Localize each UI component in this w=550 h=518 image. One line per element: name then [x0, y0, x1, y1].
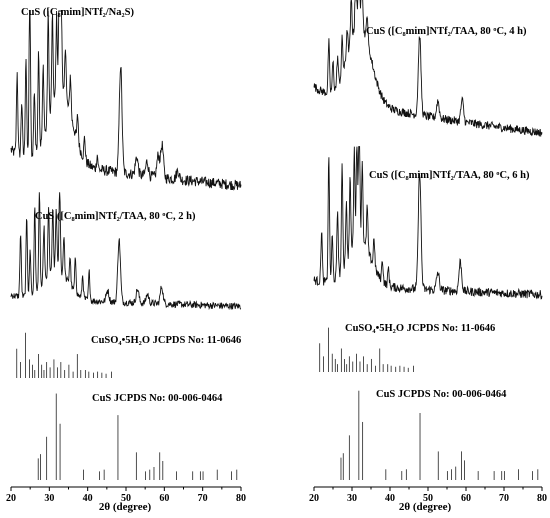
- left-traces: [10, 10, 242, 480]
- right-labels: CuS ([C₈mim]NTf₂/TAA, 80 ᵒC, 4 h) CuS ([…: [345, 26, 530, 400]
- x-tick-label: 50: [121, 493, 131, 504]
- x-tick-label: 70: [198, 493, 208, 504]
- right-ref-label-2: CuS JCPDS No: 00-006-0464: [376, 389, 507, 400]
- x-tick-label: 20: [6, 493, 16, 504]
- left-panel: CuS ([C₈mim]NTf₂/Na₂S) CuS ([C₈mim]NTf₂/…: [6, 7, 246, 513]
- x-tick-label: 50: [423, 493, 433, 504]
- right-trace-label-1: CuS ([C₈mim]NTf₂/TAA, 80 ᵒC, 4 h): [366, 26, 527, 37]
- right-ref-label-1: CuSO₄•5H₂O JCPDS No: 11-0646: [345, 323, 495, 334]
- x-tick-label: 60: [461, 493, 471, 504]
- x-tick-label: 30: [347, 493, 357, 504]
- xrd-pattern-line: [313, 146, 543, 300]
- right-panel: CuS ([C₈mim]NTf₂/TAA, 80 ᵒC, 4 h) CuS ([…: [309, 0, 547, 513]
- xrd-pattern-line: [10, 192, 242, 311]
- x-tick-label: 80: [537, 493, 547, 504]
- x-tick-label: 20: [309, 493, 319, 504]
- x-tick-label: 40: [83, 493, 93, 504]
- right-trace-label-2: CuS ([C₈mim]NTf₂/TAA, 80 ᵒC, 6 h): [369, 170, 530, 181]
- right-traces: [313, 0, 543, 480]
- left-trace-label-1: CuS ([C₈mim]NTf₂/Na₂S): [21, 7, 134, 18]
- left-labels: CuS ([C₈mim]NTf₂/Na₂S) CuS ([C₈mim]NTf₂/…: [21, 7, 241, 404]
- x-tick-label: 30: [44, 493, 54, 504]
- xrd-pattern-line: [313, 0, 543, 137]
- left-trace-label-2: CuS ([C₈mim]NTf₂/TAA, 80 ᵒC, 2 h): [35, 211, 196, 222]
- left-x-axis-title: 2θ (degree): [99, 501, 152, 513]
- right-x-axis: 20 30 40 50 60 70 80: [309, 486, 547, 504]
- left-ref-label-1: CuSO₄•5H₂O JCPDS No: 11-0646: [91, 335, 241, 346]
- x-tick-label: 70: [499, 493, 509, 504]
- x-tick-label: 60: [159, 493, 169, 504]
- xrd-pattern-line: [10, 10, 242, 191]
- x-tick-label: 80: [236, 493, 246, 504]
- right-x-axis-title: 2θ (degree): [399, 501, 452, 513]
- left-ref-label-2: CuS JCPDS No: 00-006-0464: [92, 393, 223, 404]
- x-tick-label: 40: [385, 493, 395, 504]
- left-x-axis: 20 30 40 50 60 70 80: [6, 486, 246, 504]
